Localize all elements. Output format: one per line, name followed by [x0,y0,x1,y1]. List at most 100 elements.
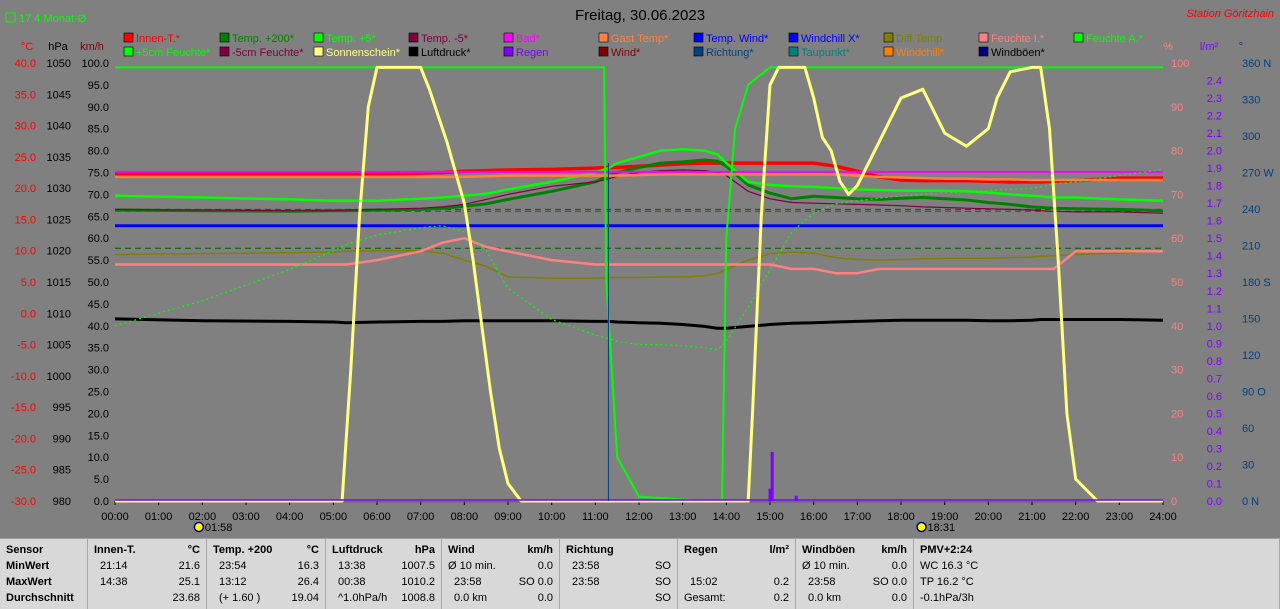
footer-cell-time: 0.0 km [454,592,488,604]
percent-tick-label: 10 [1171,452,1183,464]
footer-column: PMV+2:24 WC 16.3 °C TP 16.2 °C -0.1hPa/3h [914,539,1280,609]
kmh-tick-label: 5.0 [94,474,109,486]
footer-cell-row: 23:54 16.3 [213,558,319,574]
time-tick-label: 20:00 [975,511,1003,523]
legend-label[interactable]: Taupunkt* [801,47,851,59]
kmh-tick-label: 10.0 [88,452,109,464]
month-average-icon [5,12,16,23]
direction-tick-label: 210 [1242,241,1260,253]
footer-cell-row: (+ 1.60 ) 19.04 [213,590,319,606]
legend-label[interactable]: Temp. -5* [421,33,469,45]
legend-label[interactable]: Luftdruck* [421,47,471,59]
legend-label[interactable]: Wind* [611,47,641,59]
legend-swatch[interactable] [219,32,230,43]
legend-label[interactable]: Bad* [516,33,541,45]
rain-tick-label: 1.2 [1207,286,1222,298]
kmh-tick-label: 75.0 [88,168,109,180]
footer-cell-time: 00:38 [338,576,366,588]
percent-tick-label: 90 [1171,102,1183,114]
footer-column: Wind km/h Ø 10 min. 0.0 23:58 SO 0.0 0.0 km 0.0 [442,539,560,609]
celsius-tick-label: 30.0 [15,121,36,133]
rain-tick-label: 1.0 [1207,321,1222,333]
legend-label[interactable]: Diff.Temp. [896,33,945,45]
hpa-tick-label: 1015 [47,277,71,289]
footer-column: Richtung 23:58 SO 23:58 SO SO [560,539,678,609]
legend-label[interactable]: Feuchte I.* [991,33,1045,45]
legend-label[interactable]: Regen [516,47,548,59]
legend-swatch[interactable] [408,32,419,43]
footer-cell-time: 13:12 [219,576,247,588]
celsius-tick-label: -30.0 [11,496,36,508]
footer-cell-row: Gesamt: 0.2 [684,590,789,606]
legend-swatch[interactable] [978,32,989,43]
axis-unit: l/m² [1200,41,1219,53]
legend-label[interactable]: Innen-T.* [136,33,181,45]
footer-cell-time: WC 16.3 °C [920,560,979,572]
rain-tick-label: 1.4 [1207,251,1222,263]
legend-swatch[interactable] [123,32,134,43]
series-line [114,317,1164,330]
footer-column-header: PMV+2:24 [920,542,1273,558]
rain-tick-label: 2.1 [1207,128,1222,140]
sunrise-icon [193,521,205,533]
footer-cell-time: 15:02 [690,576,718,588]
footer-cell-value: 0.0 [891,592,907,604]
celsius-tick-label: -15.0 [11,402,36,414]
legend-swatch[interactable] [123,46,134,57]
legend-label[interactable]: Windchill X* [801,33,860,45]
legend-label[interactable]: Temp. Wind* [706,33,769,45]
legend-label[interactable]: Windböen* [991,47,1046,59]
time-tick-label: 03:00 [232,511,260,523]
time-tick-label: 16:00 [800,511,828,523]
footer-column: Luftdruck hPa 13:38 1007.5 00:38 1010.2 ^1.0hP… [326,539,442,609]
legend-swatch[interactable] [503,46,514,57]
footer-cell-value: SO [655,576,671,588]
legend-swatch[interactable] [693,46,704,57]
footer-column: Temp. +200 °C 23:54 16.3 13:12 26.4 (+ 1.60 ) 1… [207,539,326,609]
legend-label[interactable]: Temp. +200* [232,33,295,45]
legend-swatch[interactable] [598,46,609,57]
kmh-tick-label: 45.0 [88,299,109,311]
sunset-label: 18:31 [928,522,956,534]
legend-label[interactable]: Temp. +5* [326,33,377,45]
legend-swatch[interactable] [788,46,799,57]
legend-swatch[interactable] [883,46,894,57]
footer-cell-row: 23:58 SO [566,574,671,590]
series-line [114,148,1164,202]
legend-label[interactable]: Feuchte A.* [1086,33,1144,45]
hpa-tick-label: 980 [53,496,71,508]
legend-label[interactable]: Sonnenschein* [326,47,401,59]
legend-label[interactable]: Richtung* [706,47,754,59]
time-tick-label: 06:00 [363,511,391,523]
footer-cell-value: 0.2 [773,592,789,604]
legend-swatch[interactable] [883,32,894,43]
legend-swatch[interactable] [1073,32,1084,43]
footer-cell-value: 19.04 [291,592,319,604]
legend-swatch[interactable] [788,32,799,43]
footer-header-title: Regen [684,544,718,556]
celsius-tick-label: 20.0 [15,183,36,195]
legend-swatch[interactable] [598,32,609,43]
legend-swatch[interactable] [978,46,989,57]
footer-cell-value: SO [655,560,671,572]
footer-header-title: Windböen [802,544,856,556]
time-tick-label: 00:00 [101,511,129,523]
legend-swatch[interactable] [693,32,704,43]
legend-label[interactable]: Windchill* [896,47,945,59]
footer-column-header: Regen l/m² [684,542,789,558]
axis-unit: ° [1239,41,1243,53]
footer-cell-value: 21.6 [178,560,200,572]
legend-swatch[interactable] [503,32,514,43]
legend-swatch[interactable] [219,46,230,57]
legend-swatch[interactable] [408,46,419,57]
legend-label[interactable]: -5cm Feuchte* [232,47,304,59]
legend-swatch[interactable] [313,32,324,43]
legend-label[interactable]: +5cm Feuchte* [136,47,211,59]
legend-label[interactable]: Gast Temp* [611,33,669,45]
footer-cell-row [684,558,789,574]
footer-cell-time: (+ 1.60 ) [219,592,261,604]
legend-swatch[interactable] [313,46,324,57]
statistics-footer: Sensor MinWert MaxWert Durchschnitt Innen-T.… [0,538,1280,609]
kmh-tick-label: 100.0 [81,58,109,70]
